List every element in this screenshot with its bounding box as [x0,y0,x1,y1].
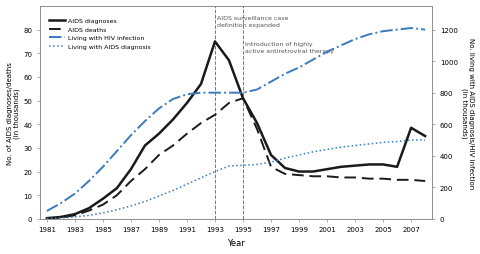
Y-axis label: No. of AIDS diagnoses/deaths
(in thousands): No. of AIDS diagnoses/deaths (in thousan… [7,62,21,164]
Legend: AIDS diagnoses, AIDS deaths, Living with HIV infection, Living with AIDS diagnos: AIDS diagnoses, AIDS deaths, Living with… [47,17,153,52]
Text: Introduction of highly
active antiretroviral therapy: Introduction of highly active antiretrov… [245,42,334,53]
X-axis label: Year: Year [227,238,244,247]
Y-axis label: No. living with AIDS diagnosis/HIV infection
(in thousands): No. living with AIDS diagnosis/HIV infec… [459,38,473,188]
Text: AIDS surveillance case
definition expanded: AIDS surveillance case definition expand… [216,16,288,27]
